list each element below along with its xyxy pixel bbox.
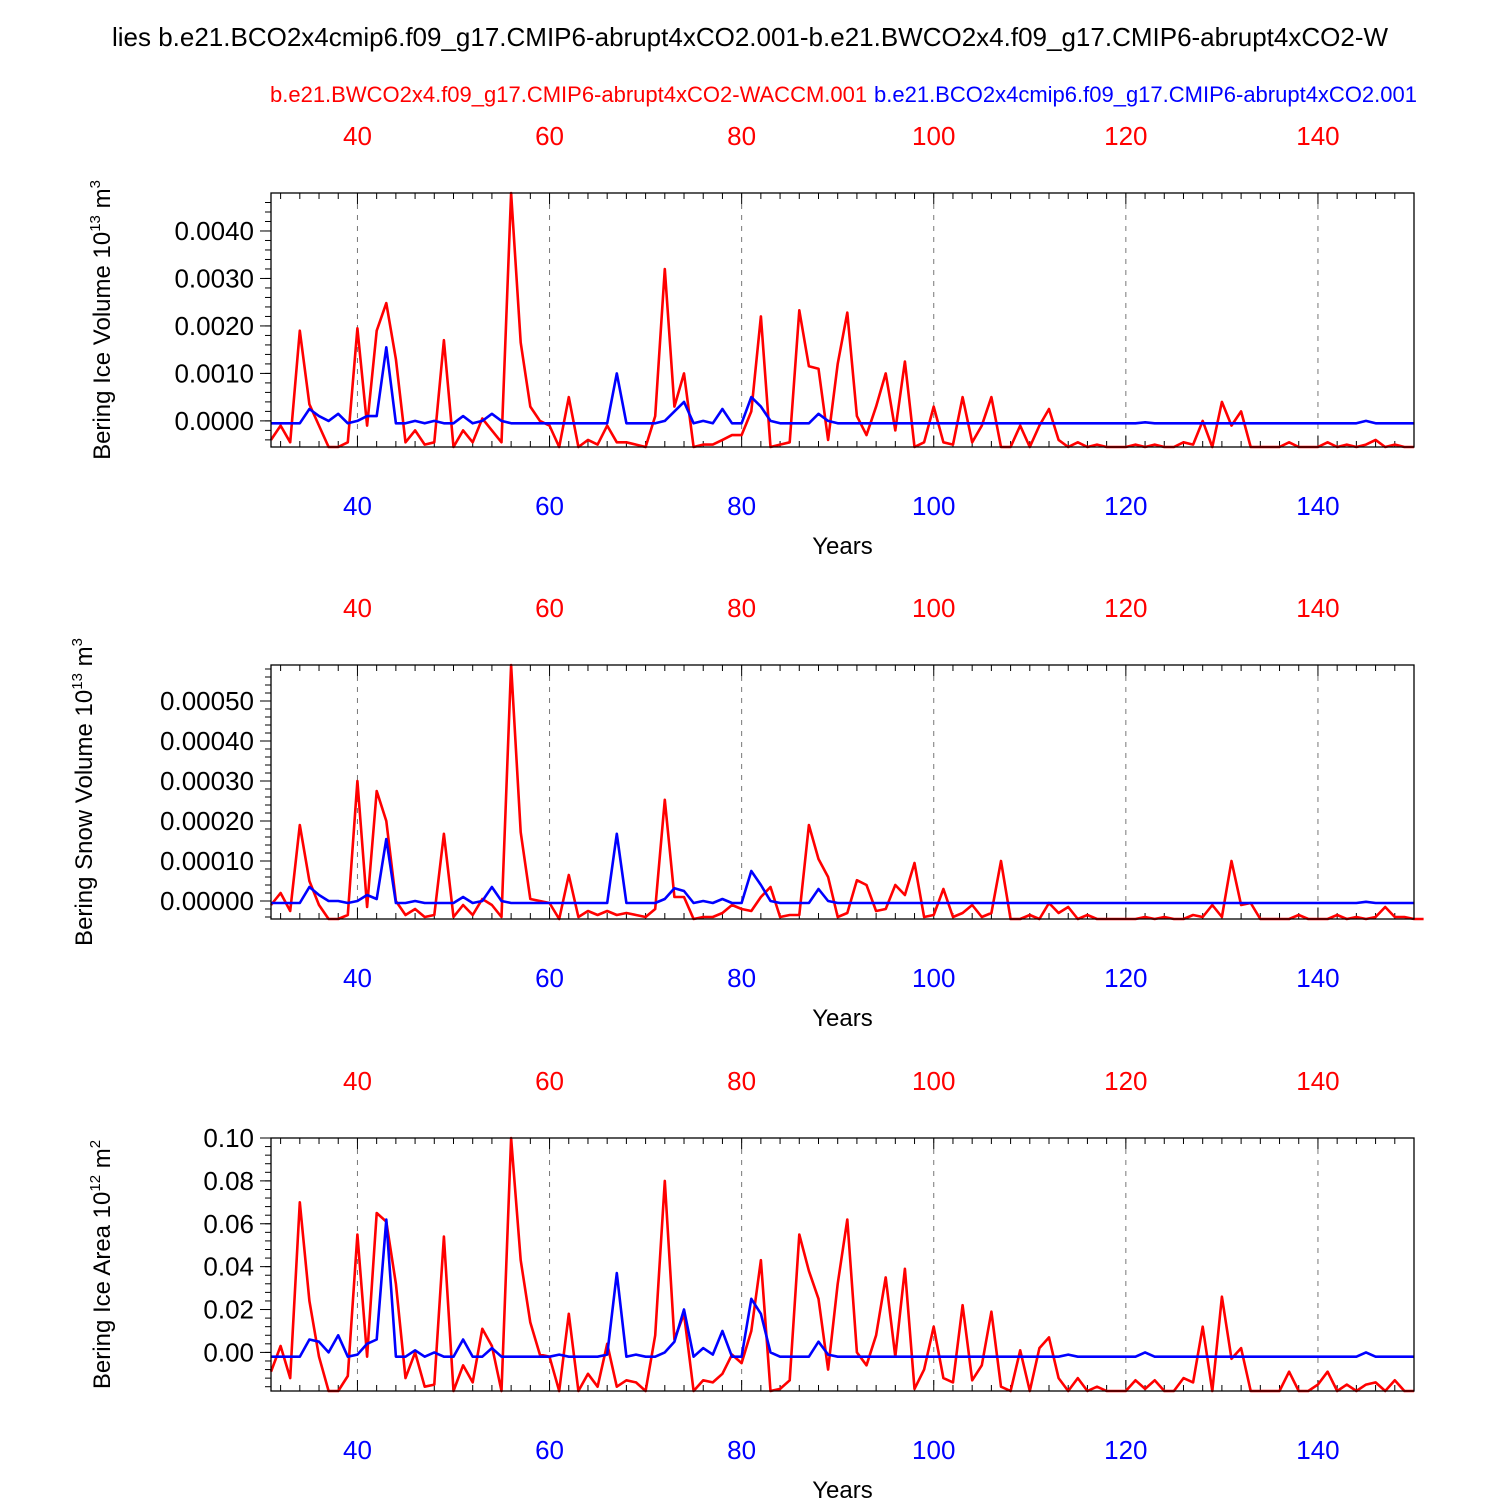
y-tick-label: 0.04 xyxy=(203,1252,254,1282)
x-tick-label-top: 100 xyxy=(912,1066,955,1096)
x-tick-label-bottom: 40 xyxy=(343,491,372,521)
x-axis-label: Years xyxy=(812,533,873,560)
legend-label-red: b.e21.BWCO2x4.f09_g17.CMIP6-abrupt4xCO2-… xyxy=(270,82,867,107)
y-tick-label: 0.0020 xyxy=(174,311,254,341)
plot-frame xyxy=(270,664,1415,920)
x-tick-label-bottom: 120 xyxy=(1104,1435,1147,1465)
x-tick-label-top: 80 xyxy=(727,1066,756,1096)
y-tick-label: 0.00 xyxy=(203,1337,254,1367)
chart-panel-2: 0.00000 0.00010 0.00020 0.00030 0.00040 0.000… xyxy=(69,593,1424,1032)
y-tick-label: 0.0030 xyxy=(174,263,254,293)
series-line-blue xyxy=(271,832,1414,905)
x-tick-label-bottom: 140 xyxy=(1296,491,1339,521)
x-tick-label-bottom: 120 xyxy=(1104,963,1147,993)
series-line-red xyxy=(269,1136,1414,1393)
x-tick-label-top: 80 xyxy=(727,593,756,623)
x-tick-label-top: 80 xyxy=(727,121,756,151)
y-tick-label: 0.00030 xyxy=(160,766,254,796)
series-line-red xyxy=(269,663,1424,921)
x-axis-label: Years xyxy=(812,1005,873,1032)
x-tick-label-top: 140 xyxy=(1296,593,1339,623)
x-tick-label-top: 60 xyxy=(535,1066,564,1096)
x-tick-label-top: 60 xyxy=(535,121,564,151)
y-tick-label: 0.00020 xyxy=(160,806,254,836)
panels: 0.00000.00100.00200.00300.00404040606080… xyxy=(69,121,1424,1500)
y-tick-label: 0.0000 xyxy=(174,406,254,436)
legend-label-blue: b.e21.BCO2x4cmip6.f09_g17.CMIP6-abrupt4x… xyxy=(874,82,1417,107)
x-tick-label-bottom: 60 xyxy=(535,491,564,521)
x-tick-label-top: 140 xyxy=(1296,121,1339,151)
x-tick-label-bottom: 140 xyxy=(1296,963,1339,993)
series-line-blue xyxy=(271,345,1414,425)
x-tick-label-bottom: 100 xyxy=(912,1435,955,1465)
x-tick-label-bottom: 60 xyxy=(535,1435,564,1465)
plot-frame xyxy=(270,1137,1415,1392)
x-tick-label-bottom: 120 xyxy=(1104,491,1147,521)
y-tick-label: 0.00050 xyxy=(160,686,254,716)
y-tick-label: 0.0040 xyxy=(174,216,254,246)
x-tick-label-bottom: 80 xyxy=(727,1435,756,1465)
x-tick-label-bottom: 80 xyxy=(727,963,756,993)
chart-panel-3: 0.00 0.02 0.04 0.06 0.08 0.10 40 40 60 60 80 80 100 1… xyxy=(87,1066,1415,1500)
x-tick-label-bottom: 40 xyxy=(343,1435,372,1465)
series-line-blue xyxy=(271,1218,1414,1358)
x-tick-label-bottom: 60 xyxy=(535,963,564,993)
y-tick-label: 0.08 xyxy=(203,1166,254,1196)
y-tick-label: 0.06 xyxy=(203,1209,254,1239)
x-tick-label-top: 60 xyxy=(535,593,564,623)
y-tick-label: 0.00040 xyxy=(160,726,254,756)
x-tick-label-bottom: 80 xyxy=(727,491,756,521)
x-tick-label-top: 120 xyxy=(1104,121,1147,151)
y-tick-label: 0.10 xyxy=(203,1123,254,1153)
series-line-red xyxy=(269,191,1414,449)
y-axis-label: Bering Ice Area 1012 m2 xyxy=(87,1140,116,1389)
x-tick-label-top: 40 xyxy=(343,593,372,623)
figure-title: lies b.e21.BCO2x4cmip6.f09_g17.CMIP6-abr… xyxy=(112,22,1389,52)
x-tick-label-top: 120 xyxy=(1104,1066,1147,1096)
x-tick-label-top: 140 xyxy=(1296,1066,1339,1096)
x-tick-label-bottom: 140 xyxy=(1296,1435,1339,1465)
x-tick-label-top: 100 xyxy=(912,593,955,623)
x-tick-label-top: 40 xyxy=(343,121,372,151)
y-tick-label: 0.02 xyxy=(203,1295,254,1325)
x-tick-label-top: 120 xyxy=(1104,593,1147,623)
chart-panel-1: 0.0000 0.0010 0.0020 0.0030 0.0040 40 40 60 60 80… xyxy=(87,121,1415,560)
x-tick-label-top: 100 xyxy=(912,121,955,151)
y-tick-label: 0.00000 xyxy=(160,886,254,916)
plot-frame xyxy=(270,192,1415,448)
y-tick-label: 0.0010 xyxy=(174,358,254,388)
y-axis-label: Bering Snow Volume 1013 m3 xyxy=(69,638,98,946)
x-tick-label-bottom: 100 xyxy=(912,963,955,993)
x-tick-label-bottom: 100 xyxy=(912,491,955,521)
y-tick-label: 0.00010 xyxy=(160,846,254,876)
x-tick-label-top: 40 xyxy=(343,1066,372,1096)
y-axis-label: Bering Ice Volume 1013 m3 xyxy=(87,180,116,460)
x-axis-label: Years xyxy=(812,1477,873,1500)
x-tick-label-bottom: 40 xyxy=(343,963,372,993)
